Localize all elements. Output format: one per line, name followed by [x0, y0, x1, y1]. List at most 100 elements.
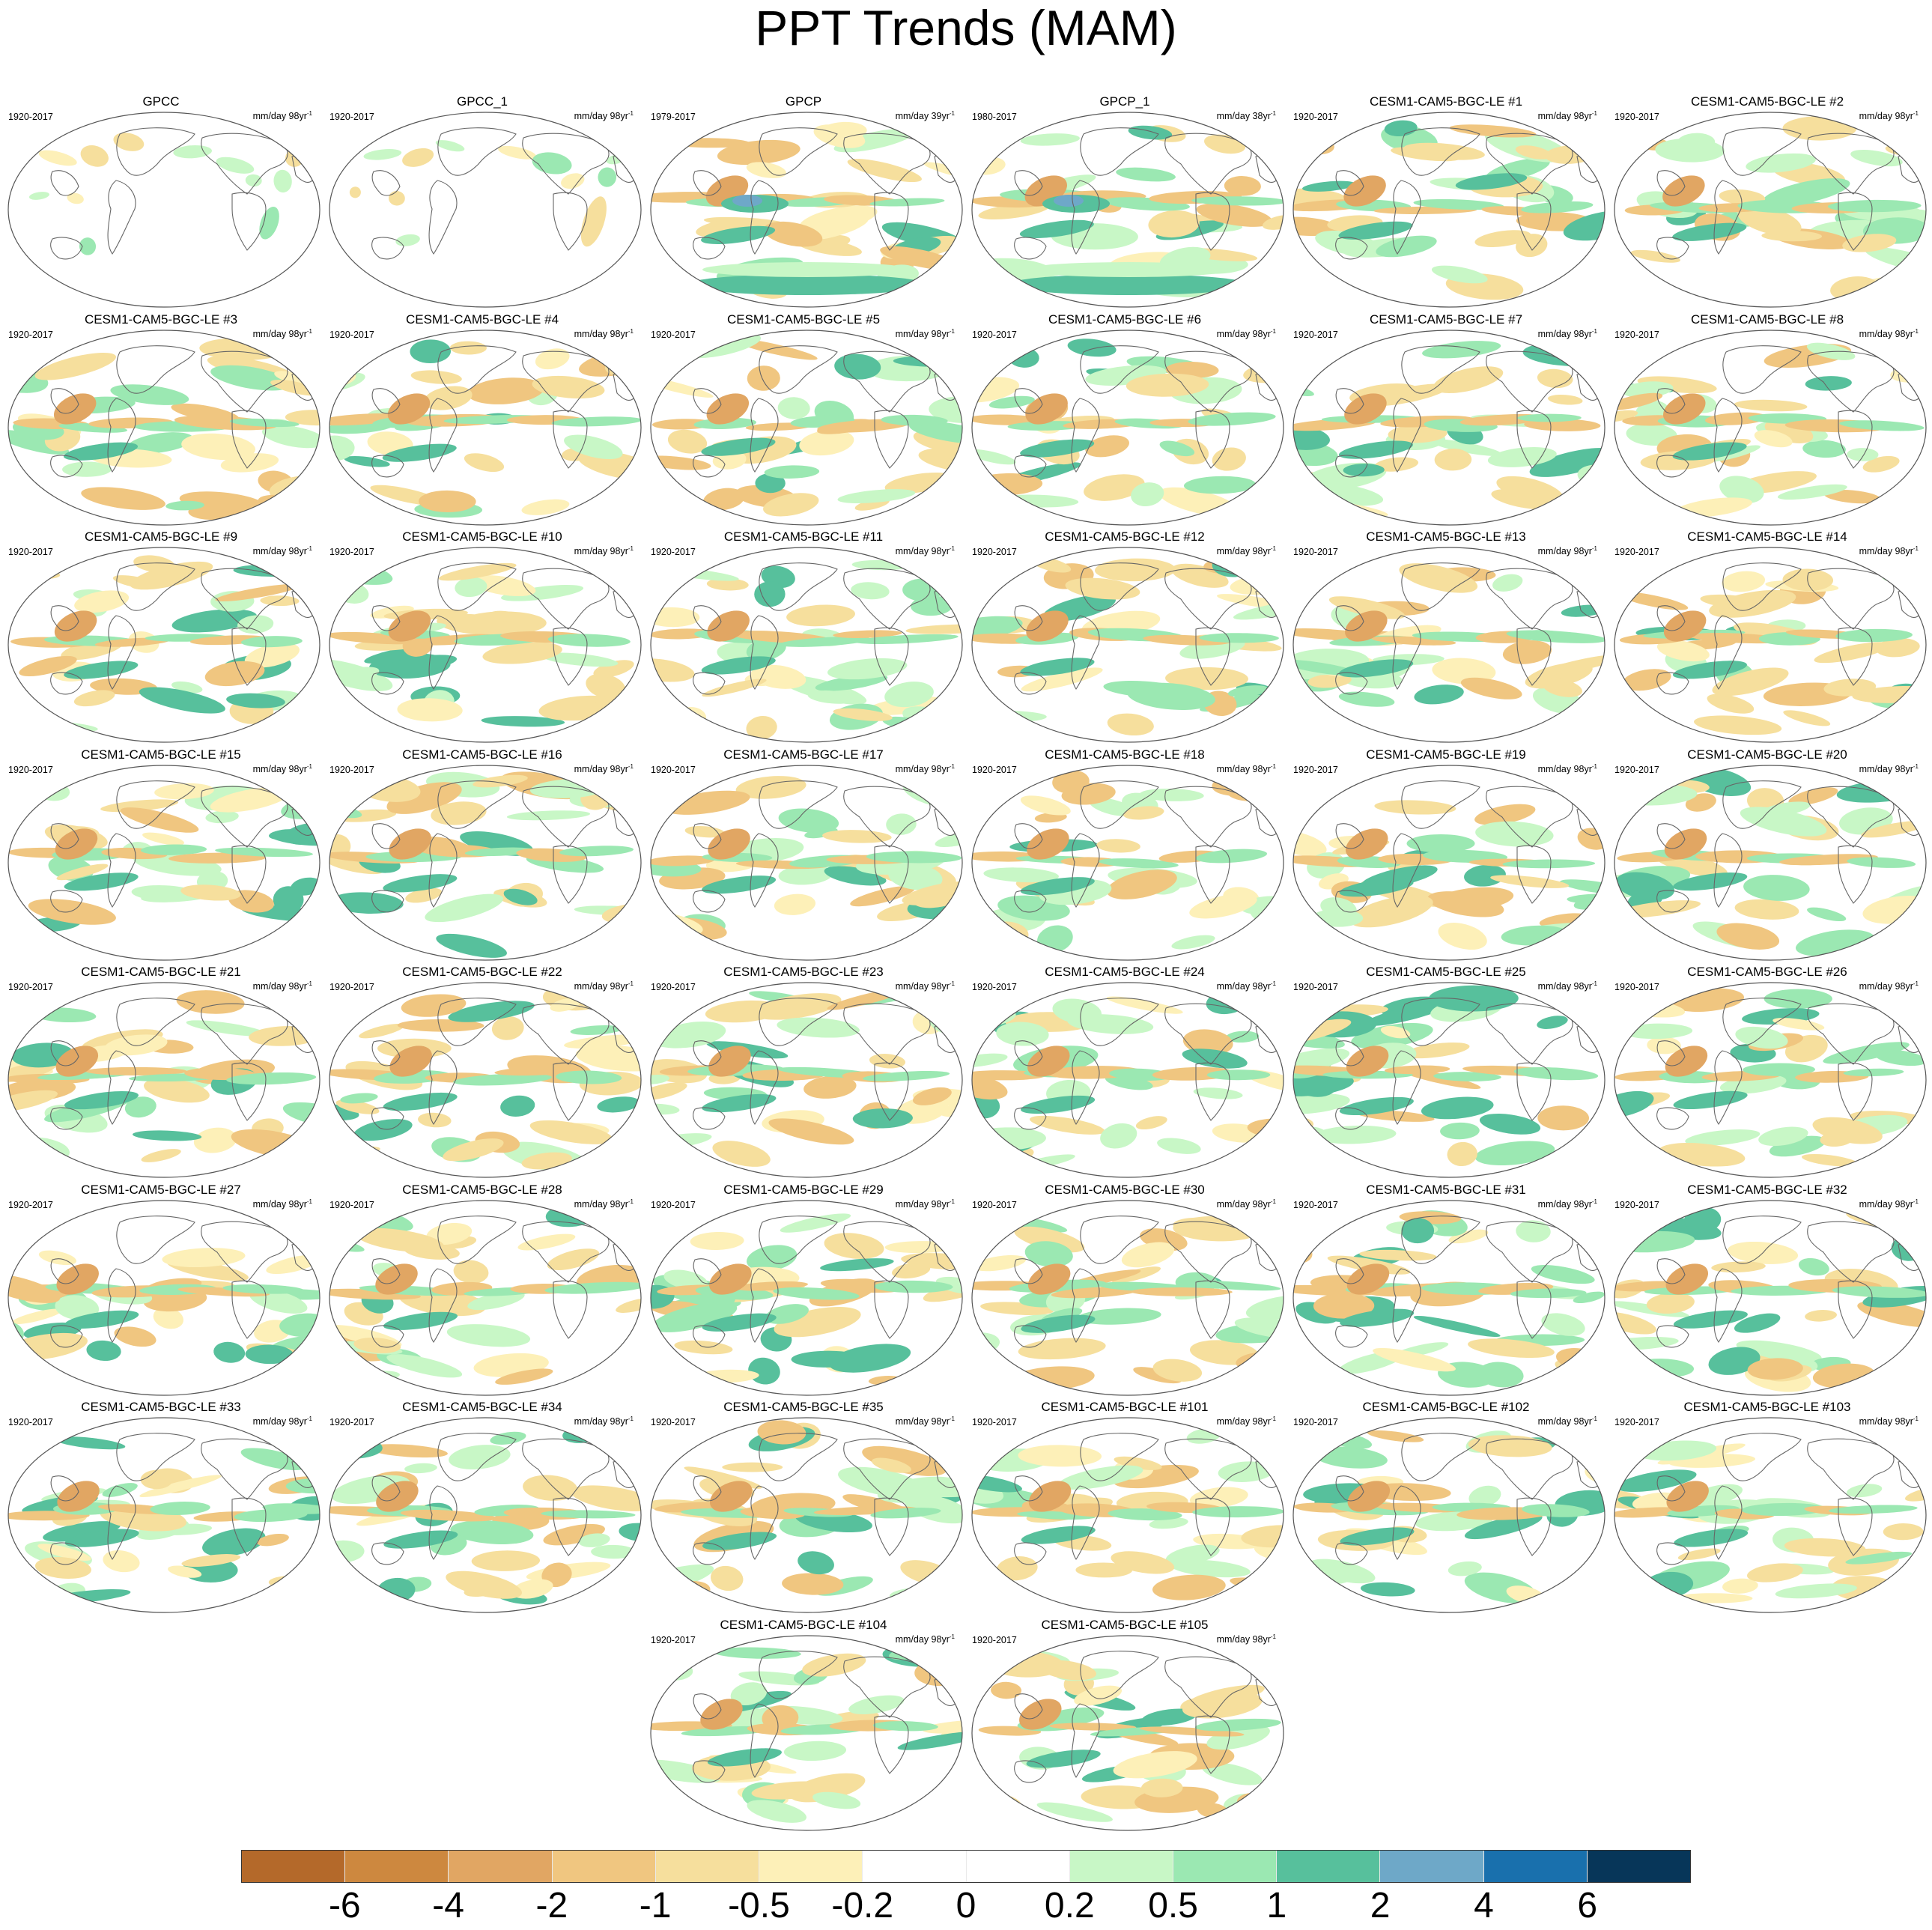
panel-title: CESM1-CAM5-BGC-LE #11: [723, 529, 884, 544]
spcz-band: [1020, 658, 1095, 676]
trend-patch: [1313, 1125, 1397, 1144]
warm-pool-patch: [1663, 610, 1707, 642]
map: [650, 1634, 963, 1831]
trend-patch: [1131, 482, 1164, 506]
panel-units: mm/day 98yr-1: [1859, 980, 1919, 992]
panel-units: mm/day 98yr-1: [574, 762, 634, 774]
coastline: [428, 397, 458, 473]
trend-patch: [747, 1244, 798, 1271]
colorbar-box: [966, 1851, 1070, 1882]
globe-outline: [971, 112, 1284, 308]
trend-patch: [1014, 1226, 1085, 1252]
trend-patch: [705, 1000, 782, 1023]
trend-patch: [763, 221, 823, 247]
coastline: [1335, 1040, 1364, 1066]
trend-patch: [1057, 1465, 1143, 1490]
coastline: [231, 1497, 267, 1556]
trend-patch: [397, 1019, 484, 1032]
trend-patch: [1694, 715, 1782, 735]
equatorial-band: [85, 1066, 187, 1075]
trend-patch: [8, 930, 37, 947]
panel-title: CESM1-CAM5-BGC-LE #23: [723, 965, 884, 979]
equatorial-band: [833, 630, 902, 639]
trend-patch: [1621, 380, 1674, 398]
trend-patch: [521, 1152, 572, 1170]
coastline: [1014, 822, 1043, 849]
equatorial-band: [1049, 1722, 1137, 1731]
panel-period: 1920-2017: [329, 1199, 374, 1210]
warm-pool-patch: [709, 1481, 753, 1512]
trend-patch: [1625, 771, 1661, 795]
map: [650, 764, 963, 961]
trend-patch: [511, 1579, 553, 1599]
trend-patch: [1135, 1116, 1167, 1130]
trend-patch: [1529, 447, 1605, 477]
colorbar-tick-label: 0.2: [1044, 1886, 1095, 1926]
spcz-band: [63, 442, 139, 461]
spcz-band: [1338, 221, 1413, 240]
coastline: [1401, 998, 1480, 1046]
trend-patch: [260, 595, 300, 607]
spcz-band: [1020, 439, 1095, 458]
trend-patch: [410, 339, 452, 363]
trend-patch: [755, 473, 786, 493]
globe-background: [1614, 1200, 1926, 1395]
globe-outline: [650, 982, 963, 1178]
warm-pool-patch: [389, 1046, 432, 1077]
map-panel: CESM1-CAM5-BGC-LE #1 1920-2017 mm/day 98yr…: [1286, 94, 1606, 312]
panel-period: 1920-2017: [8, 764, 53, 775]
coastline: [1071, 1485, 1100, 1560]
panel-title: CESM1-CAM5-BGC-LE #4: [405, 312, 559, 327]
trend-patch: [1737, 205, 1802, 236]
trend-patch: [1021, 667, 1103, 692]
panel-title: CESM1-CAM5-BGC-LE #17: [723, 747, 884, 762]
trend-patch: [571, 1485, 641, 1511]
spcz-band: [702, 1093, 777, 1113]
equatorial-band: [866, 851, 962, 863]
trend-patch: [100, 798, 179, 812]
spcz-band: [701, 225, 776, 244]
panel-units: mm/day 98yr-1: [895, 980, 955, 992]
panel-period: 1920-2017: [1293, 329, 1338, 340]
precip-trend-field: [8, 555, 320, 732]
trend-patch: [1883, 1523, 1924, 1541]
panel-units: mm/day 98yr-1: [252, 1198, 312, 1210]
trend-patch: [735, 775, 806, 799]
trend-patch: [1024, 1240, 1073, 1267]
coastline: [874, 1280, 909, 1339]
map-panel: CESM1-CAM5-BGC-LE #9 1920-2017 mm/day 98yr…: [1, 529, 321, 747]
map: [1292, 1199, 1606, 1396]
equatorial-band: [1433, 1072, 1501, 1081]
coastline: [371, 454, 404, 477]
panel-units: mm/day 98yr-1: [1859, 110, 1919, 122]
coastline: [1164, 1656, 1252, 1718]
equatorial-band: [1743, 1063, 1815, 1076]
trend-patch: [202, 1528, 266, 1557]
coastline: [1014, 454, 1047, 477]
trend-patch: [220, 452, 279, 473]
map: [1292, 329, 1606, 526]
map-panel: CESM1-CAM5-BGC-LE #4 1920-2017 mm/day 98yr…: [322, 312, 643, 529]
coastline: [428, 832, 458, 908]
coastline: [843, 133, 931, 195]
globe-outline: [329, 764, 642, 961]
coastline: [1080, 127, 1159, 176]
equatorial-band: [544, 1281, 641, 1294]
spcz-band: [1020, 876, 1095, 895]
map: [1614, 764, 1927, 961]
warm-pool-patch: [56, 1263, 99, 1295]
map: [329, 112, 642, 308]
equatorial-band: [1199, 633, 1279, 643]
trend-patch: [8, 1090, 58, 1113]
map-panel: CESM1-CAM5-BGC-LE #18 1920-2017 mm/day 98y…: [965, 747, 1285, 965]
coastline: [693, 889, 726, 912]
trend-patch: [168, 1565, 202, 1578]
equatorial-band: [874, 1280, 953, 1293]
panel-period: 1920-2017: [972, 1199, 1017, 1210]
panel-title: CESM1-CAM5-BGC-LE #14: [1687, 529, 1847, 544]
trend-patch: [1814, 642, 1891, 664]
coastline: [553, 845, 588, 904]
coastline: [1080, 562, 1159, 611]
coastline: [1807, 1438, 1895, 1500]
trend-patch: [972, 449, 1016, 464]
